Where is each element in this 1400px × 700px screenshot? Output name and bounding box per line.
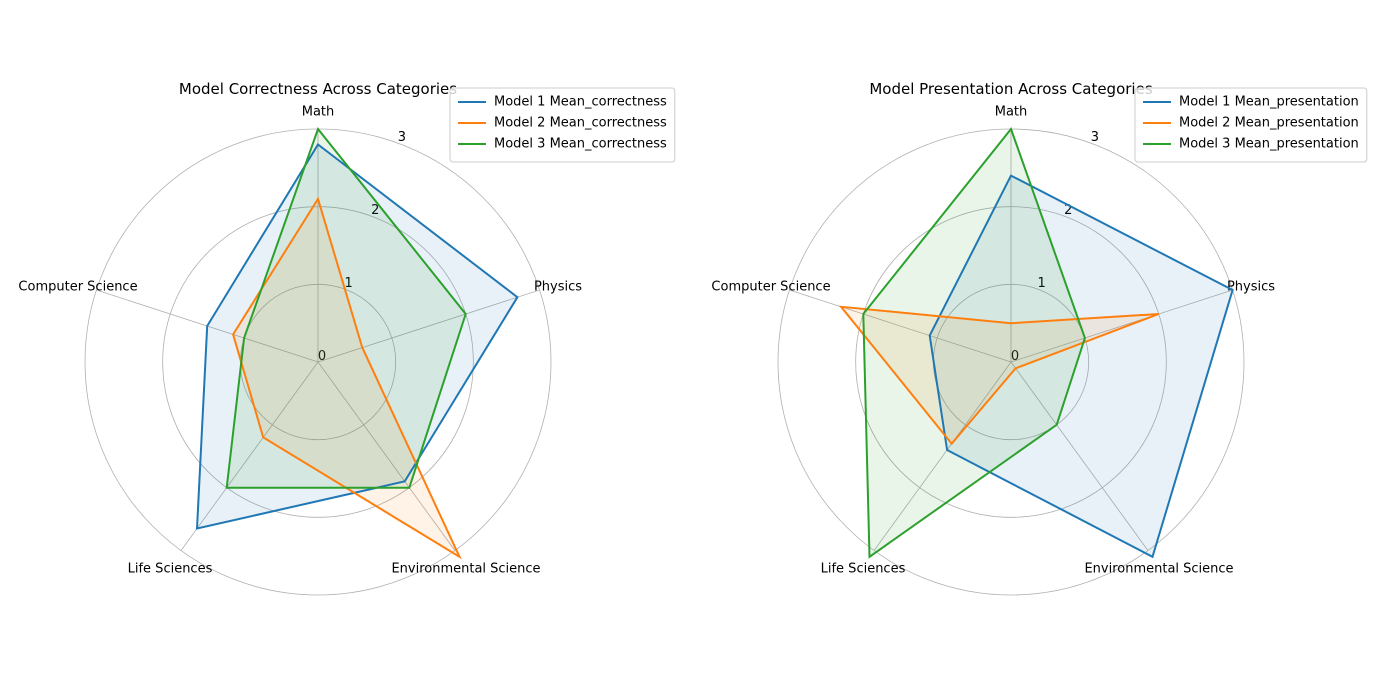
- series-line-model-3: [225, 126, 467, 489]
- legend-item-model-3: Model 3 Mean_presentation: [1143, 137, 1359, 152]
- category-label-math: Math: [995, 105, 1028, 120]
- grid-spoke: [317, 289, 540, 363]
- legend-label: Model 2 Mean_correctness: [494, 116, 667, 131]
- grid-spoke: [789, 289, 1012, 363]
- radial-tick-label: 0: [1011, 349, 1019, 364]
- series-line-model-2: [232, 196, 462, 560]
- legend-frame: [1134, 87, 1368, 163]
- radar-panel-correctness: 0 1 2 3 Math Physics Environmental Science Life…: [18, 80, 676, 596]
- grid-spoke: [873, 361, 1012, 551]
- radial-tick-label: 0: [318, 349, 326, 364]
- series-fill-model-2: [233, 198, 460, 557]
- legend-label: Model 2 Mean_presentation: [1179, 116, 1359, 131]
- category-label-physics: Physics: [534, 280, 582, 295]
- category-label-computer-science: Computer Science: [711, 280, 830, 295]
- category-label-environmental-science: Environmental Science: [391, 562, 540, 577]
- radial-tick-label: 3: [398, 130, 406, 145]
- series-line-model-1: [928, 174, 1234, 559]
- series-line-model-1: [195, 143, 519, 530]
- grid-spoke: [1010, 289, 1233, 363]
- category-label-life-sciences: Life Sciences: [128, 562, 213, 577]
- category-label-physics: Physics: [1227, 280, 1275, 295]
- legend-item-model-2: Model 2 Mean_presentation: [1143, 116, 1359, 131]
- series-line-model-2: [838, 305, 1160, 446]
- legend-item-model-1: Model 1 Mean_presentation: [1143, 95, 1359, 110]
- grid-spoke: [1010, 361, 1149, 551]
- radial-tick-label: 3: [1091, 130, 1099, 145]
- grid-spoke: [180, 361, 319, 551]
- legend-label: Model 1 Mean_correctness: [494, 95, 667, 110]
- series-fill-model-1: [197, 144, 518, 529]
- legend-label: Model 3 Mean_presentation: [1179, 137, 1359, 152]
- chart-title: Model Correctness Across Categories: [179, 80, 457, 98]
- legend-item-model-2: Model 2 Mean_correctness: [458, 116, 667, 131]
- series-fill-model-3: [863, 129, 1085, 557]
- radial-tick-label: 1: [1037, 276, 1045, 291]
- legend-item-model-1: Model 1 Mean_correctness: [458, 95, 667, 110]
- legend-label: Model 1 Mean_presentation: [1179, 95, 1359, 110]
- series-fill-model-2: [841, 306, 1159, 444]
- legend: Model 1 Mean_correctness Model 2 Mean_cor…: [449, 87, 676, 163]
- legend-label: Model 3 Mean_correctness: [494, 137, 667, 152]
- category-label-environmental-science: Environmental Science: [1084, 562, 1233, 577]
- legend-frame: [449, 87, 676, 163]
- legend-item-model-3: Model 3 Mean_correctness: [458, 137, 667, 152]
- category-label-computer-science: Computer Science: [18, 280, 137, 295]
- series-line-model-3: [862, 126, 1086, 559]
- chart-title: Model Presentation Across Categories: [869, 80, 1152, 98]
- category-label-math: Math: [302, 105, 335, 120]
- legend: Model 1 Mean_presentation Model 2 Mean_pr…: [1134, 87, 1368, 163]
- radial-tick-label: 2: [1064, 203, 1072, 218]
- radar-panel-presentation: 0 1 2 3 Math Physics Environmental Science Life…: [711, 80, 1368, 596]
- category-label-life-sciences: Life Sciences: [821, 562, 906, 577]
- grid-spoke: [317, 361, 456, 551]
- radial-tick-label: 2: [371, 203, 379, 218]
- radial-tick-label: 1: [344, 276, 352, 291]
